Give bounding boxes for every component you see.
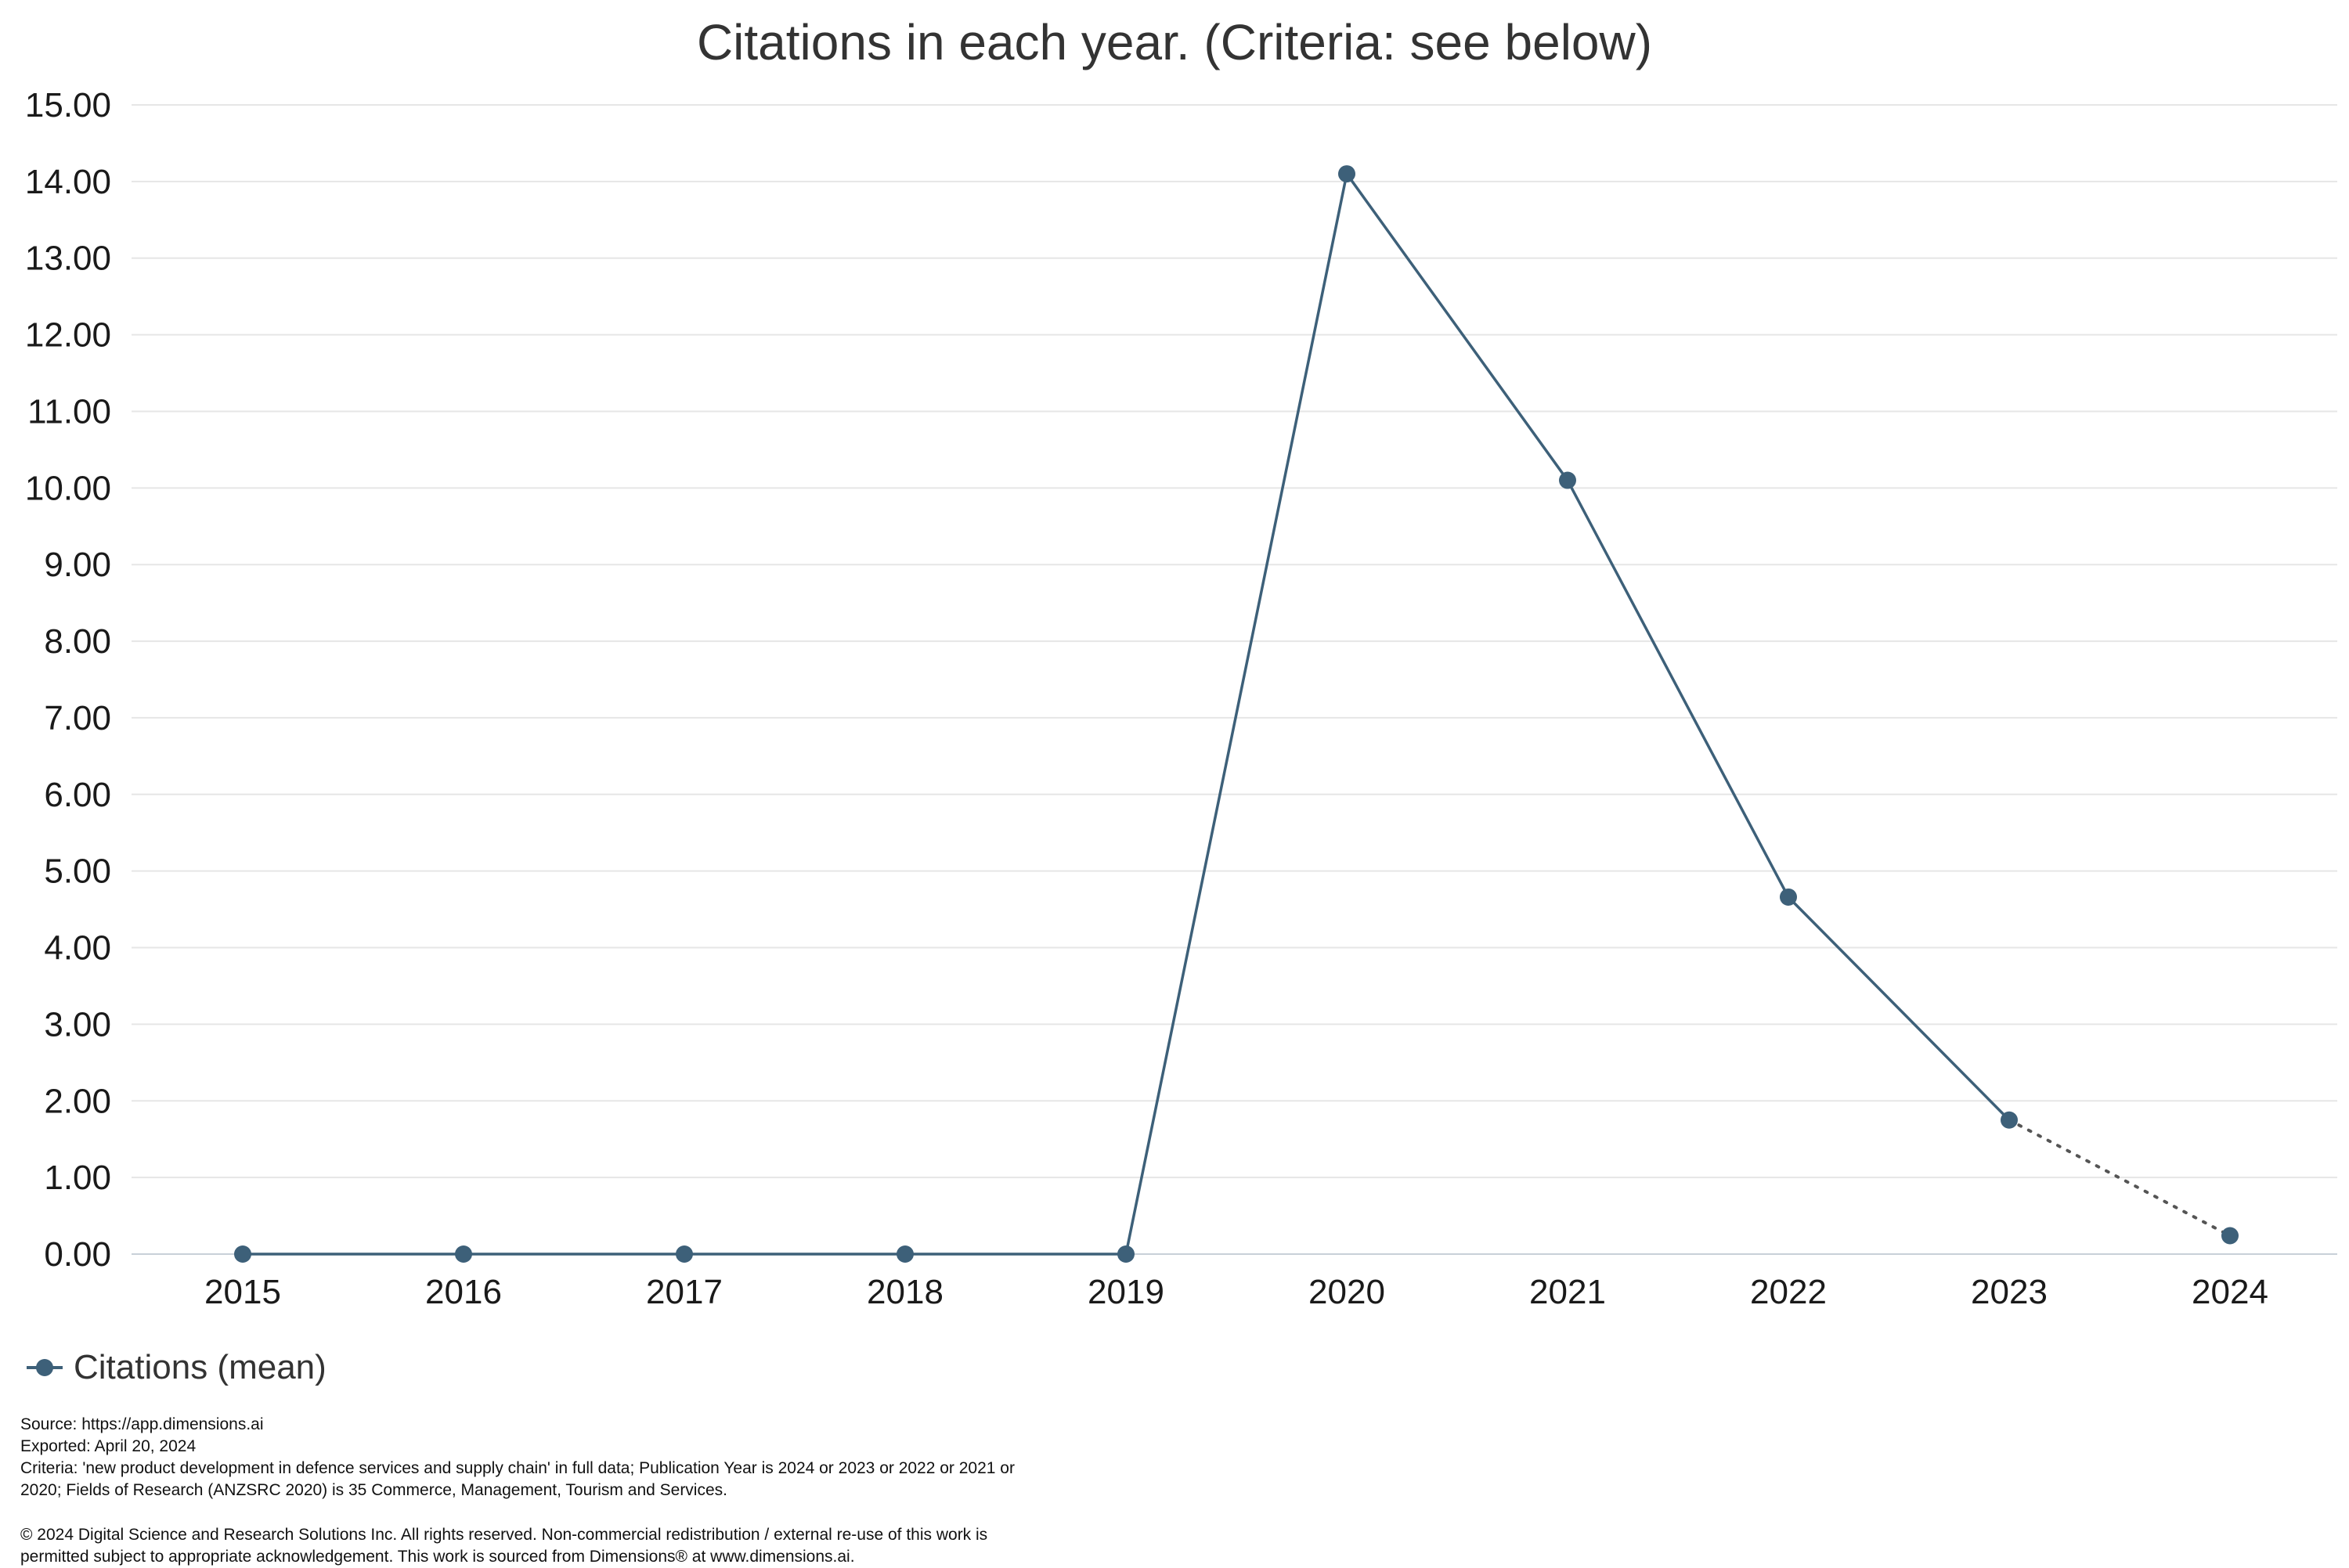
data-point-2015 [234,1245,251,1263]
y-tick-label: 7.00 [44,699,111,737]
y-tick-label: 14.00 [25,163,111,201]
y-tick-label: 15.00 [25,86,111,124]
criteria-text-line-1: Criteria: 'new product development in de… [20,1459,1015,1477]
y-axis: 0.00 1.00 2.00 3.00 4.00 5.00 6.00 7.00 8.00 9.00… [25,86,111,1274]
y-tick-label: 11.00 [27,392,111,431]
grid [132,104,2337,1255]
y-tick-label: 12.00 [25,316,111,355]
x-tick-label: 2020 [1308,1273,1385,1311]
x-tick-label: 2021 [1529,1273,1606,1311]
y-tick-label: 8.00 [44,622,111,661]
x-tick-label: 2023 [1971,1273,2048,1311]
data-point-2016 [455,1245,472,1263]
y-tick-label: 9.00 [44,546,111,584]
data-point-2020 [1338,165,1355,183]
series-line [243,172,2011,1256]
y-tick-label: 6.00 [44,776,111,814]
copyright-text-line-1: © 2024 Digital Science and Research Solu… [20,1526,988,1544]
data-point-2021 [1559,471,1576,489]
source-text: Source: https://app.dimensions.ai [20,1415,264,1433]
legend-label: Citations (mean) [74,1348,327,1386]
x-tick-label: 2017 [646,1273,723,1311]
y-tick-label: 13.00 [25,240,111,278]
y-tick-label: 0.00 [44,1235,111,1274]
x-tick-label: 2019 [1088,1273,1164,1311]
data-point-2018 [897,1245,914,1263]
x-tick-label: 2018 [867,1273,944,1311]
y-tick-label: 1.00 [44,1159,111,1197]
series-line-projected [2008,1118,2232,1238]
footer-source-block: Source: https://app.dimensions.ai Export… [20,1414,1015,1501]
data-point-2024 [2221,1227,2239,1245]
data-point-2023 [2001,1111,2018,1129]
footer-copyright-block: © 2024 Digital Science and Research Solu… [20,1524,987,1568]
x-tick-label: 2016 [425,1273,502,1311]
data-point-2022 [1780,888,1797,906]
exported-text: Exported: April 20, 2024 [20,1437,197,1455]
copyright-text-line-2: permitted subject to appropriate acknowl… [20,1548,855,1566]
legend: Citations (mean) [27,1348,327,1386]
data-point-2019 [1117,1245,1135,1263]
y-tick-label: 4.00 [44,929,111,968]
y-tick-label: 3.00 [44,1005,111,1044]
x-tick-label: 2022 [1750,1273,1827,1311]
criteria-text-line-2: 2020; Fields of Research (ANZSRC 2020) i… [20,1481,727,1499]
legend-dot-marker [36,1359,53,1376]
y-tick-label: 5.00 [44,852,111,891]
y-tick-label: 2.00 [44,1082,111,1120]
chart-title: Citations in each year. (Criteria: see b… [697,14,1652,70]
data-point-2017 [676,1245,693,1263]
series-citations-mean [234,165,2239,1263]
x-tick-label: 2024 [2192,1273,2268,1311]
x-tick-label: 2015 [204,1273,281,1311]
x-axis: 2015 2016 2017 2018 2019 2020 2021 2022 2023 2024 [204,1273,2268,1311]
y-tick-label: 10.00 [25,469,111,507]
